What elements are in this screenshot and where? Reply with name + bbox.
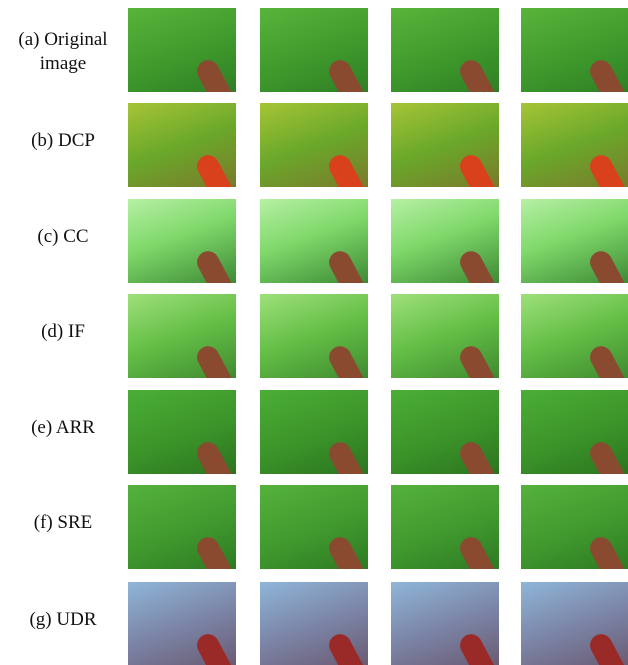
figure: (a) Original image (b) DCP (c) CC (d) IF (e)… (0, 0, 628, 665)
pipe (325, 151, 368, 187)
pipe (325, 438, 368, 474)
result-image (391, 199, 499, 283)
result-image (260, 294, 368, 378)
pipe (193, 630, 236, 665)
result-image (128, 103, 236, 187)
pipe (456, 630, 499, 665)
result-image (391, 485, 499, 569)
pipe (456, 438, 499, 474)
pipe (325, 630, 368, 665)
result-image (128, 485, 236, 569)
result-image (128, 390, 236, 474)
pipe (586, 56, 628, 92)
result-image (521, 582, 628, 665)
pipe (586, 438, 628, 474)
row-label: (c) CC (4, 225, 122, 249)
pipe (456, 56, 499, 92)
row-label: (a) Original image (4, 28, 122, 76)
result-image (260, 199, 368, 283)
result-image (521, 294, 628, 378)
pipe (586, 342, 628, 378)
result-image (391, 582, 499, 665)
pipe (193, 533, 236, 569)
result-image (128, 294, 236, 378)
pipe (456, 247, 499, 283)
result-image (391, 8, 499, 92)
result-image (128, 582, 236, 665)
pipe (193, 247, 236, 283)
result-image (260, 582, 368, 665)
pipe (586, 630, 628, 665)
result-image (521, 103, 628, 187)
result-image (260, 485, 368, 569)
pipe (325, 342, 368, 378)
result-image (260, 8, 368, 92)
pipe (193, 56, 236, 92)
row-label: (e) ARR (4, 416, 122, 440)
result-image (128, 8, 236, 92)
pipe (193, 151, 236, 187)
result-image (391, 103, 499, 187)
pipe (456, 151, 499, 187)
result-image (521, 8, 628, 92)
result-image (521, 485, 628, 569)
pipe (586, 247, 628, 283)
pipe (325, 56, 368, 92)
pipe (325, 247, 368, 283)
result-image (391, 294, 499, 378)
pipe (325, 533, 368, 569)
result-image (521, 390, 628, 474)
pipe (456, 533, 499, 569)
result-image (260, 103, 368, 187)
result-image (521, 199, 628, 283)
pipe (193, 438, 236, 474)
pipe (586, 533, 628, 569)
pipe (193, 342, 236, 378)
pipe (586, 151, 628, 187)
row-label: (d) IF (4, 320, 122, 344)
row-label: (b) DCP (4, 129, 122, 153)
row-label: (g) UDR (4, 608, 122, 632)
pipe (456, 342, 499, 378)
row-label: (f) SRE (4, 511, 122, 535)
result-image (128, 199, 236, 283)
result-image (260, 390, 368, 474)
result-image (391, 390, 499, 474)
